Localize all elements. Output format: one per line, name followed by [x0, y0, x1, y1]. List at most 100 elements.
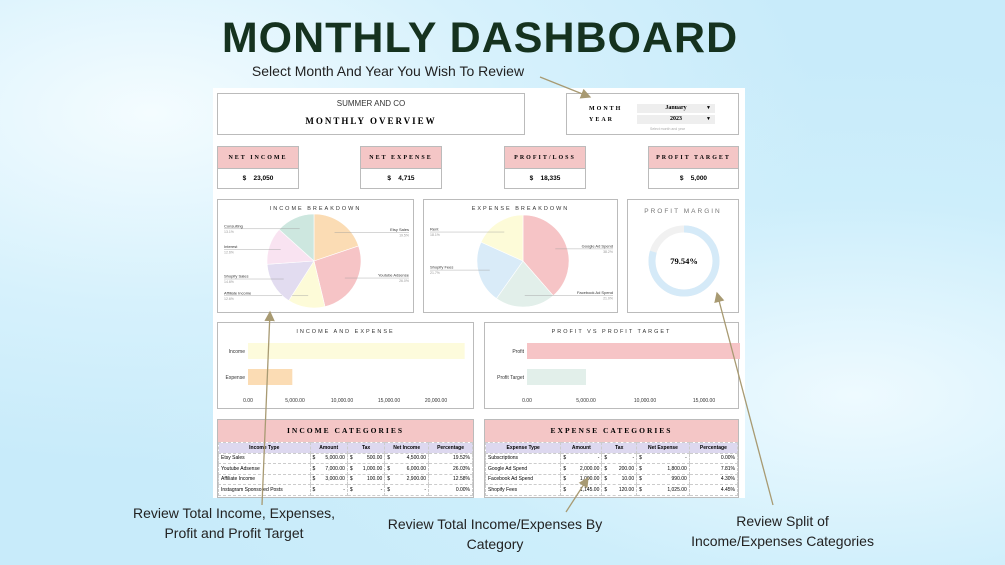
- bar: [248, 343, 465, 359]
- currency: $: [529, 175, 534, 182]
- slice-percent: 38.2%: [603, 250, 613, 254]
- pie-slice: [278, 213, 315, 262]
- slice-percent: 18.1%: [430, 233, 440, 237]
- table-cell: 0.00%: [428, 484, 473, 496]
- table-cell: $ -: [309, 484, 348, 496]
- donut-value: 79.54%: [670, 256, 698, 266]
- bar-category-label: Profit: [512, 349, 524, 355]
- cell-value: 2,000.00: [579, 465, 600, 472]
- cell-value: 0.00%: [720, 455, 735, 462]
- table-cell: Youtube Adsense: [218, 463, 311, 475]
- table-cell: 7.81%: [688, 463, 738, 475]
- table-row: Facebook Ad Spend $1,000.00 $10.00 $990.00 4…: [485, 473, 738, 485]
- slice-label: Rent: [430, 227, 439, 232]
- table-cell: 19.52%: [428, 452, 473, 464]
- cell-value: 7,000.00: [325, 465, 345, 472]
- cell-value: 990.00: [671, 476, 687, 483]
- column-header: Income Type: [218, 442, 311, 454]
- table-cell: Affiliate Income: [218, 473, 311, 485]
- x-tick-label: 20,000.00: [425, 398, 447, 404]
- slice-label: Interest: [224, 244, 238, 249]
- slice-percent: 26.0%: [399, 279, 409, 283]
- cell-value: 4.45%: [720, 486, 735, 493]
- income-breakdown-title: INCOME BREAKDOWN: [269, 206, 362, 212]
- income-expense-bar-chart: Income Expense 0.00 5,000.00 10,000.00 15,000…: [226, 343, 465, 404]
- table-cell: $100.00: [346, 473, 386, 485]
- x-tick-label: 10,000.00: [331, 398, 353, 404]
- cell-value: 100.00: [366, 476, 383, 483]
- table-row: Google Ad Spend $2,000.00 $200.00 $1,800.00…: [485, 463, 738, 475]
- table-cell: $990.00: [636, 473, 690, 485]
- note-line: Category: [466, 536, 524, 552]
- income-expense-panel: INCOME AND EXPENSE Income Expense 0.00 5,00…: [217, 322, 474, 409]
- table-cell: 4.45%: [688, 484, 738, 496]
- slice-percent: 14.6%: [224, 280, 234, 284]
- table-cell: $120.00: [601, 484, 638, 496]
- table-cell: $500.00: [346, 452, 386, 464]
- slice-label: Facebook Ad Spend: [577, 290, 613, 295]
- cell-value: 1,145.00: [579, 486, 600, 493]
- table-cell: $1,000.00: [346, 463, 386, 475]
- column-header: Expense Type: [485, 442, 562, 454]
- cell-value: 26.03%: [453, 465, 470, 472]
- cell-value: 120.00: [618, 486, 635, 493]
- kpi-card: PROFIT TARGET $ 5,000: [648, 146, 739, 189]
- note-kpi: Review Total Income, Expenses, Profit and…: [114, 503, 354, 543]
- cell-value: 5,000.00: [325, 455, 345, 462]
- slice-percent: 21.7%: [430, 271, 440, 275]
- table-cell: $7,000.00: [309, 463, 348, 475]
- profit-margin-title: PROFIT MARGIN: [644, 208, 722, 215]
- cell-value: 10.00: [621, 476, 635, 483]
- donut-fill: [648, 225, 720, 297]
- table-cell: $2,000.00: [560, 463, 603, 475]
- table-cell: $6,000.00: [384, 463, 430, 475]
- cell-value: Subscriptions: [488, 455, 519, 462]
- month-label: MONTH: [589, 105, 623, 112]
- bar-category-label: Income: [229, 349, 246, 355]
- cell-value: 200.00: [618, 465, 635, 472]
- slice-label: Shopify Sales: [224, 274, 248, 279]
- cell-value: 12.58%: [453, 476, 470, 483]
- note-line: Review Total Income, Expenses,: [132, 505, 336, 521]
- table-title: INCOME CATEGORIES: [218, 420, 473, 442]
- note-category: Review Total Income/Expenses By Category: [370, 514, 620, 554]
- table-cell: $1,025.00: [636, 484, 690, 496]
- selector-hint: Select month and year: [649, 127, 686, 131]
- year-value: 2023: [670, 116, 682, 122]
- slice-percent: 21.0%: [603, 296, 613, 300]
- cell-value: 4,500.00: [406, 455, 427, 462]
- table-cell: $5,000.00: [309, 452, 348, 464]
- table-cell: $ -: [346, 484, 386, 496]
- table-cell: $1,800.00: [636, 463, 690, 475]
- slice-label: Affiliate Income: [224, 290, 252, 295]
- pie-slice: [480, 214, 524, 262]
- kpi-label: NET EXPENSE: [361, 147, 441, 169]
- column-header: Tax: [346, 442, 386, 454]
- bar-category-label: Profit Target: [497, 375, 524, 381]
- table-cell: $10.00: [601, 473, 638, 485]
- kpi-card: NET INCOME $ 23,050: [217, 146, 299, 189]
- table-cell: Subscriptions: [485, 452, 562, 464]
- pie-slice: [522, 214, 570, 297]
- slice-percent: 12.6%: [224, 251, 234, 255]
- cell-value: 0.00%: [455, 486, 470, 493]
- bar: [248, 369, 293, 385]
- cell-value: -: [597, 455, 600, 462]
- pie-slice: [476, 241, 524, 299]
- year-dropdown[interactable]: 2023 ▼: [637, 115, 715, 124]
- kpi-value: 5,000: [690, 175, 708, 182]
- kpi-value: 18,335: [540, 175, 561, 182]
- currency: $: [679, 175, 684, 182]
- table-cell: $4,500.00: [384, 452, 430, 464]
- table-cell: Shopify Fees: [485, 484, 562, 496]
- month-dropdown[interactable]: January ▼: [637, 104, 715, 113]
- x-tick-label: 0.00: [522, 398, 532, 404]
- table-row: Subscriptions $ - $ - $ -0.00%: [485, 452, 738, 464]
- cell-value: -: [380, 486, 383, 493]
- profit-target-panel: PROFIT VS PROFIT TARGET Profit Profit Tar…: [484, 322, 740, 409]
- bar: [527, 369, 586, 385]
- cell-value: Facebook Ad Spend: [488, 476, 534, 483]
- kpi-label: PROFIT/LOSS: [505, 147, 585, 169]
- note-split: Review Split of Income/Expenses Categorie…: [670, 511, 895, 551]
- x-tick-label: 15,000.00: [378, 398, 400, 404]
